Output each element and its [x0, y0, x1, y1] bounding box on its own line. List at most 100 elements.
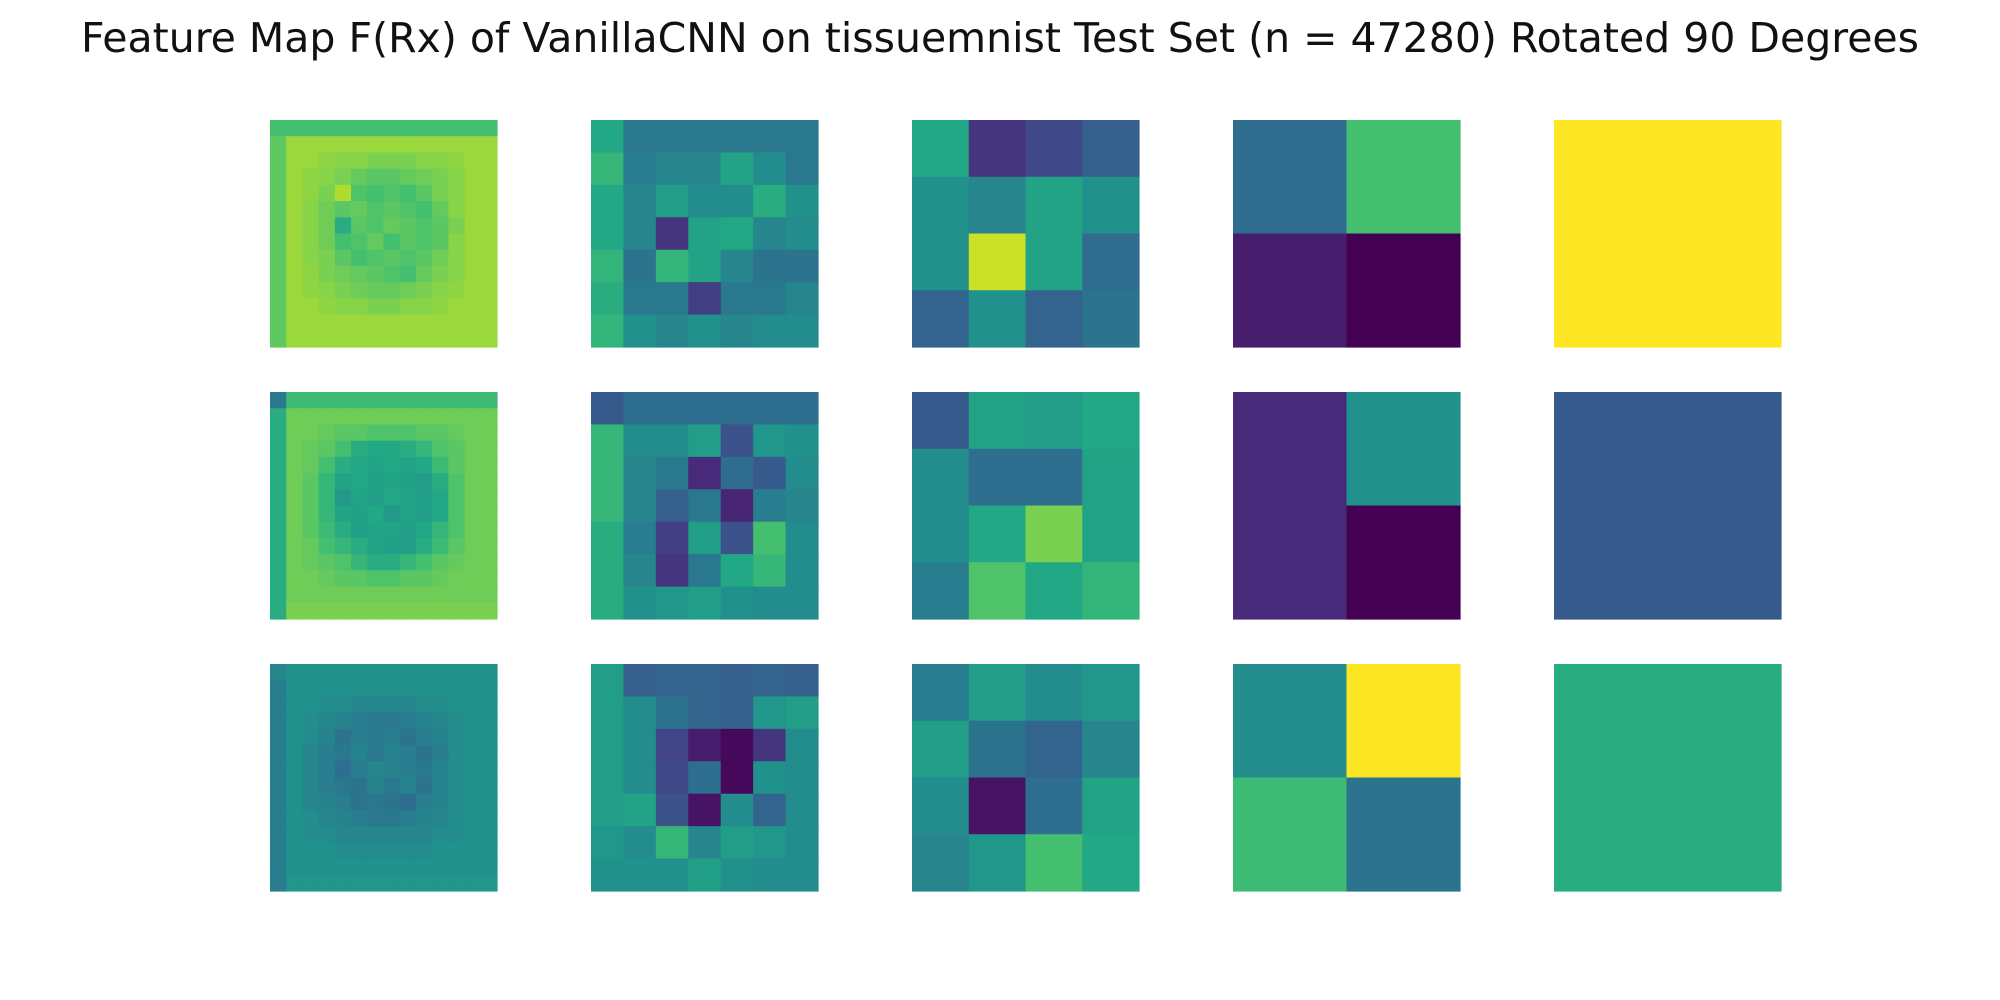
- heatmap-cell: [399, 265, 417, 283]
- heatmap-cell: [270, 152, 287, 170]
- heatmap-cell: [591, 392, 625, 426]
- heatmap-cell: [415, 424, 433, 442]
- heatmap-cell: [270, 570, 287, 588]
- heatmap-cell: [351, 826, 368, 843]
- heatmap-cell: [720, 554, 754, 588]
- heatmap-cell: [334, 521, 352, 539]
- heatmap-cell: [688, 489, 722, 523]
- heatmap-cell: [688, 314, 722, 348]
- heatmap-cell: [785, 554, 819, 588]
- heatmap-cell: [785, 120, 819, 154]
- heatmap-cell: [302, 664, 320, 681]
- heatmap-cell: [415, 777, 433, 795]
- heatmap-cell: [623, 120, 657, 154]
- heatmap-cell: [688, 761, 722, 795]
- heatmap-cell: [302, 392, 320, 409]
- heatmap-cell: [302, 456, 320, 474]
- heatmap-cell: [286, 664, 304, 681]
- heatmap-cell: [688, 826, 722, 860]
- heatmap-cell: [318, 233, 336, 251]
- heatmap-cell: [623, 586, 657, 620]
- heatmap-cell: [785, 761, 819, 795]
- heatmap-cell: [383, 120, 401, 137]
- heatmap-cell: [270, 554, 287, 571]
- heatmap-cell: [334, 456, 352, 474]
- heatmap-cell: [432, 826, 449, 843]
- heatmap-cell: [351, 696, 368, 714]
- heatmap-cell: [334, 680, 352, 698]
- heatmap-cell: [432, 602, 449, 620]
- heatmap-cell: [399, 809, 417, 827]
- heatmap-cell: [302, 858, 320, 876]
- heatmap-cell: [480, 809, 498, 827]
- heatmap-cell: [432, 664, 449, 681]
- heatmap-cell: [753, 249, 787, 283]
- heatmap-cell: [286, 282, 304, 299]
- heatmap-cell: [351, 265, 368, 283]
- heatmap-cell: [351, 554, 368, 571]
- heatmap-cell: [334, 842, 352, 860]
- heatmap-cell: [655, 858, 689, 892]
- heatmap-cell: [480, 858, 498, 876]
- heatmap-cell: [415, 152, 433, 170]
- feature-map-r3-c2: [591, 664, 819, 892]
- heatmap-cell: [334, 809, 352, 827]
- heatmap-cell: [720, 696, 754, 730]
- heatmap-cell: [623, 152, 657, 186]
- heatmap-cell: [1554, 120, 1782, 348]
- heatmap-cell: [367, 842, 385, 860]
- heatmap-cell: [655, 392, 689, 426]
- heatmap-cell: [318, 424, 336, 442]
- heatmap-cell: [383, 249, 401, 267]
- heatmap-cell: [448, 184, 466, 202]
- heatmap-cell: [270, 440, 287, 458]
- heatmap-cell: [383, 570, 401, 588]
- heatmap-cell: [286, 602, 304, 620]
- heatmap-cell: [1233, 664, 1348, 779]
- heatmap-cell: [432, 809, 449, 827]
- heatmap-cell: [399, 330, 417, 348]
- heatmap-cell: [448, 696, 466, 714]
- heatmap-cell: [591, 424, 625, 458]
- heatmap-cell: [383, 392, 401, 409]
- heatmap-cell: [785, 489, 819, 523]
- heatmap-cell: [1025, 562, 1083, 620]
- heatmap-cell: [399, 201, 417, 218]
- heatmap-cell: [302, 728, 320, 746]
- heatmap-cell: [399, 826, 417, 843]
- heatmap-cell: [415, 826, 433, 843]
- heatmap-cell: [351, 712, 368, 730]
- heatmap-cell: [448, 233, 466, 251]
- heatmap-cell: [655, 728, 689, 762]
- heatmap-cell: [591, 761, 625, 795]
- heatmap-cell: [302, 586, 320, 604]
- heatmap-cell: [464, 392, 482, 409]
- heatmap-cell: [399, 728, 417, 746]
- heatmap-cell: [591, 554, 625, 588]
- heatmap-cell: [415, 586, 433, 604]
- heatmap-cell: [785, 184, 819, 218]
- heatmap-cell: [448, 265, 466, 283]
- heatmap-cell: [367, 728, 385, 746]
- heatmap-cell: [383, 456, 401, 474]
- heatmap-cell: [270, 858, 287, 876]
- heatmap-cell: [334, 858, 352, 876]
- heatmap-cell: [591, 696, 625, 730]
- heatmap-cell: [302, 314, 320, 332]
- heatmap-cell: [302, 489, 320, 507]
- heatmap-cell: [464, 424, 482, 442]
- heatmap-cell: [351, 184, 368, 202]
- heatmap-cell: [383, 696, 401, 714]
- heatmap-cell: [448, 217, 466, 235]
- heatmap-cell: [720, 424, 754, 458]
- heatmap-cell: [334, 761, 352, 779]
- heatmap-cell: [399, 696, 417, 714]
- heatmap-cell: [655, 314, 689, 348]
- feature-map-r2-c1: [270, 392, 498, 620]
- heatmap-cell: [383, 664, 401, 681]
- heatmap-cell: [399, 136, 417, 154]
- heatmap-cell: [286, 570, 304, 588]
- heatmap-cell: [415, 473, 433, 490]
- heatmap-cell: [720, 586, 754, 620]
- heatmap-cell: [480, 201, 498, 218]
